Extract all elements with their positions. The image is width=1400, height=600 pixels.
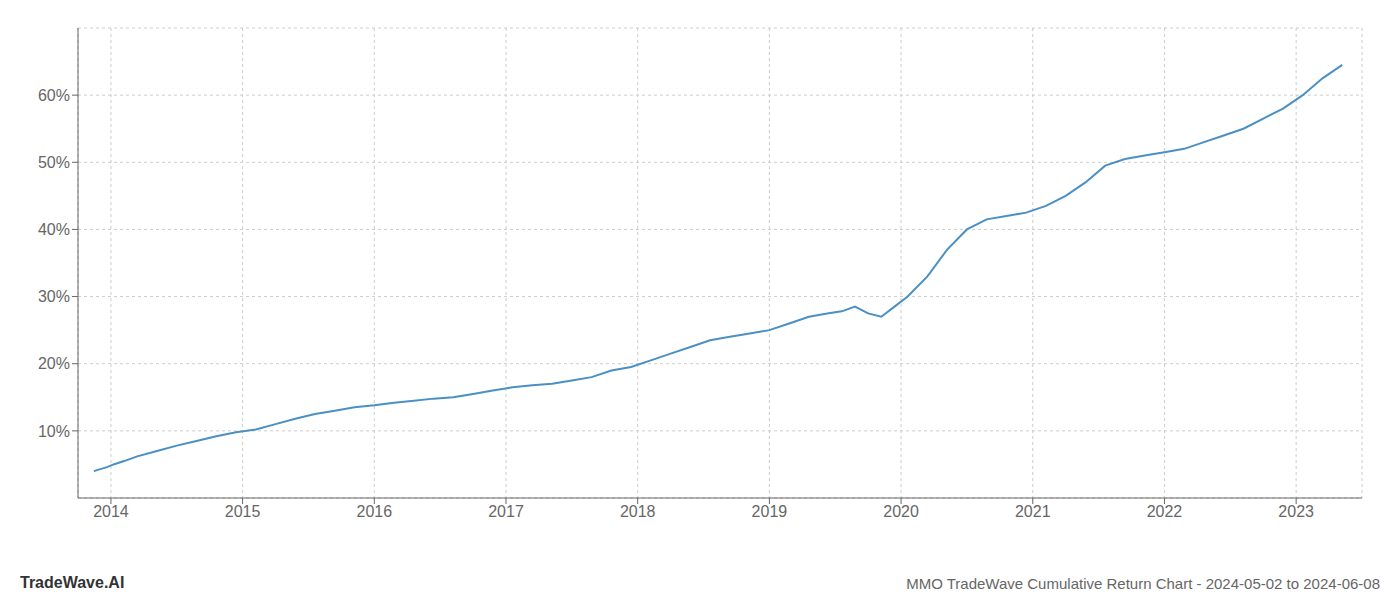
svg-text:60%: 60% (38, 87, 70, 104)
svg-text:2014: 2014 (93, 503, 129, 520)
svg-text:2019: 2019 (752, 503, 788, 520)
svg-text:50%: 50% (38, 154, 70, 171)
html-text:TradeWave.AI: TradeWave.AI (20, 574, 125, 591)
svg-text:10%: 10% (38, 423, 70, 440)
svg-text:2021: 2021 (1015, 503, 1051, 520)
svg-text:2017: 2017 (488, 503, 524, 520)
svg-text:30%: 30% (38, 288, 70, 305)
svg-text:2016: 2016 (357, 503, 393, 520)
html-text:MMO TradeWave Cumulative Retur: MMO TradeWave Cumulative Return Chart - … (906, 575, 1380, 592)
svg-text:2020: 2020 (883, 503, 919, 520)
svg-text:2023: 2023 (1278, 503, 1314, 520)
svg-text:2018: 2018 (620, 503, 656, 520)
svg-text:20%: 20% (38, 355, 70, 372)
svg-text:2015: 2015 (225, 503, 261, 520)
svg-text:2022: 2022 (1147, 503, 1183, 520)
svg-text:40%: 40% (38, 221, 70, 238)
